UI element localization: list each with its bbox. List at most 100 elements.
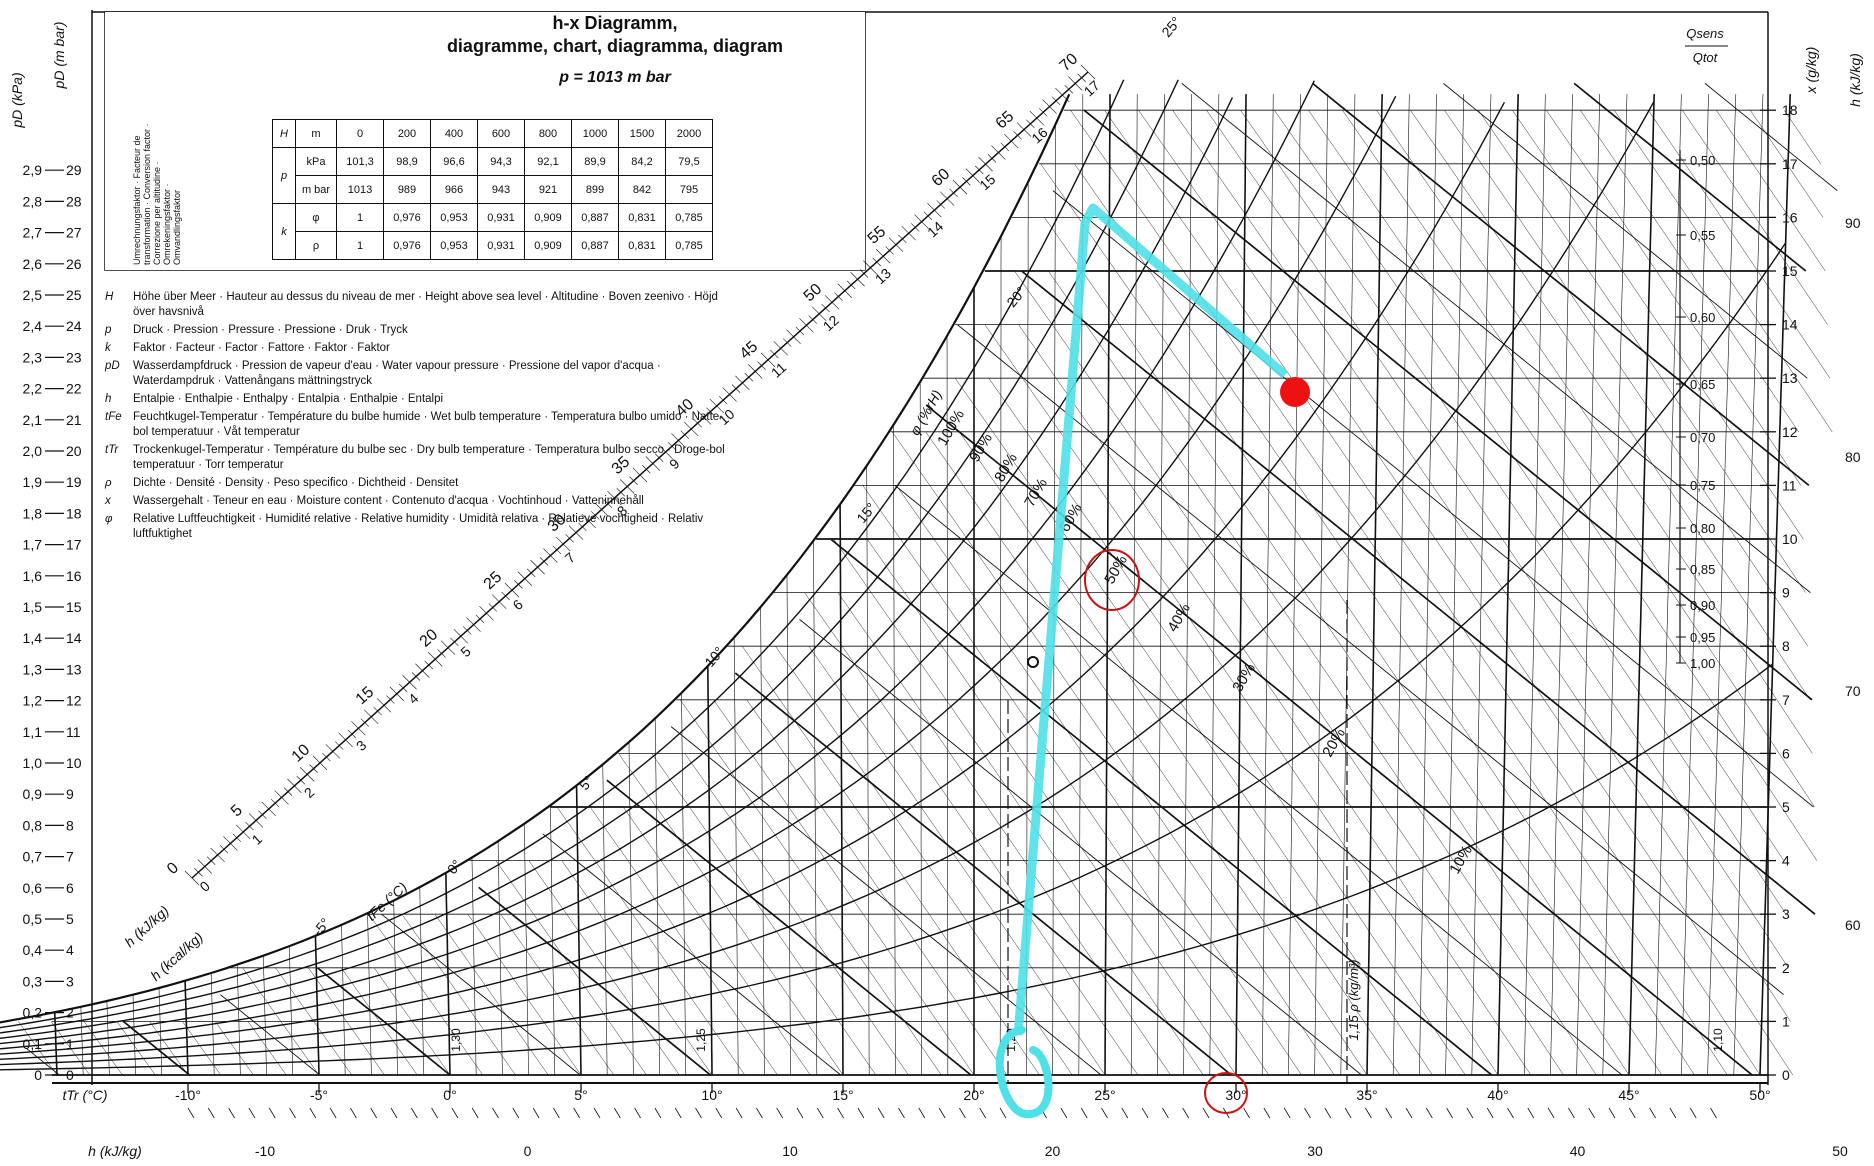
hatch-line bbox=[1410, 110, 1811, 700]
hatch-line bbox=[242, 967, 320, 1076]
h-scale-tick bbox=[565, 534, 574, 543]
h-bottom-tick bbox=[228, 1107, 235, 1119]
enthalpy-line bbox=[478, 886, 711, 1076]
h-bottom-tick bbox=[1405, 1107, 1413, 1119]
table-cell: 400 bbox=[430, 119, 478, 148]
h-bottom-tick bbox=[532, 1107, 540, 1119]
enthalpy-line bbox=[1052, 190, 1814, 808]
h-bottom-tick bbox=[837, 1107, 844, 1119]
h-scale-tick bbox=[232, 833, 242, 842]
conversion-factor-label: Umrechnungsfaktor · Facteur de transform… bbox=[132, 123, 182, 265]
table-cell: 0,785 bbox=[665, 203, 713, 232]
hatch-line bbox=[434, 914, 549, 1076]
h-scale-tick bbox=[834, 292, 843, 301]
isotherm bbox=[1288, 94, 1301, 1076]
h-scale-tick bbox=[590, 511, 600, 520]
h-bottom-tick bbox=[634, 1107, 641, 1119]
isotherm bbox=[1707, 94, 1737, 1076]
rh-tick-label: 20% bbox=[1319, 725, 1349, 760]
q-tick-label: 0,75 bbox=[1690, 478, 1715, 493]
h-bottom-tick bbox=[248, 1107, 256, 1119]
h-bottom-tick bbox=[1588, 1107, 1596, 1119]
h-kcal-tick-label: 5 bbox=[457, 643, 474, 660]
legend-symbol: φ bbox=[105, 513, 113, 525]
h-scale-tick bbox=[479, 605, 494, 621]
h-kcal-scale-title: h (kcal/kg) bbox=[147, 929, 206, 984]
enthalpy-line bbox=[670, 726, 1102, 1076]
h-scale-tick bbox=[949, 188, 958, 198]
h-scale-tick bbox=[296, 775, 306, 785]
h-scale-tick bbox=[760, 352, 776, 368]
isotherm bbox=[471, 857, 477, 1076]
h-scale-tick bbox=[607, 490, 622, 506]
mbar-tick-label: 19 bbox=[66, 474, 82, 490]
hatch-line bbox=[1240, 110, 1787, 915]
h-scale-tick bbox=[821, 303, 830, 313]
h-bottom-tick bbox=[756, 1107, 763, 1119]
kPa-tick-label: 1,0 bbox=[23, 755, 43, 771]
hatch-line bbox=[1074, 163, 1695, 1076]
h-scale-tick bbox=[875, 249, 891, 264]
h-scale-tick bbox=[811, 306, 827, 322]
hatch-line bbox=[1206, 110, 1789, 968]
kPa-tick-label: 2,2 bbox=[23, 381, 43, 397]
table-cell: 943 bbox=[477, 175, 525, 204]
h-scale-tick bbox=[991, 145, 1006, 160]
t-tick-label: 35° bbox=[1356, 1087, 1377, 1103]
reference-point-marker bbox=[1027, 656, 1039, 668]
h-bottom-tick bbox=[1344, 1107, 1352, 1119]
x-tick-label: 14 bbox=[1782, 317, 1798, 333]
table-cell: 0,909 bbox=[524, 231, 572, 260]
title-line-1: h-x Diagramm, bbox=[552, 13, 678, 33]
start-point-loop bbox=[995, 1026, 1053, 1119]
x-tick-label: 6 bbox=[1782, 745, 1790, 761]
pD-kPa-axis-title: pD (kPa) bbox=[9, 72, 25, 128]
x-tick-label: 7 bbox=[1782, 692, 1790, 708]
h-kJ-tick-label: 70 bbox=[1057, 50, 1082, 75]
h-scale-tick bbox=[360, 718, 370, 727]
rh-tick-label: 90% bbox=[966, 430, 996, 465]
hatch-line bbox=[866, 538, 1237, 1076]
mbar-tick-label: 10 bbox=[66, 755, 82, 771]
process-path-line bbox=[1013, 203, 1288, 1036]
h-bottom-tick bbox=[1141, 1107, 1149, 1119]
table-cell: 989 bbox=[383, 175, 431, 204]
mbar-tick-label: 9 bbox=[66, 786, 74, 802]
enthalpy-lines bbox=[25, 82, 1838, 1076]
table-unit: m bbox=[295, 119, 337, 148]
hatch-line bbox=[1682, 110, 1828, 325]
h-scale-tick bbox=[1042, 99, 1057, 114]
h-right-tick-label: 70 bbox=[1845, 683, 1861, 699]
table-cell: 795 bbox=[665, 175, 713, 204]
q-label-bottom: Qtot bbox=[1693, 50, 1719, 65]
h-bottom-tick bbox=[1486, 1107, 1494, 1119]
enthalpy-line bbox=[830, 538, 1493, 1076]
hatch-line bbox=[891, 431, 1335, 1076]
legend-symbol: H bbox=[105, 291, 114, 303]
h-scale-tick bbox=[952, 179, 968, 195]
table-cell: 0,887 bbox=[571, 231, 619, 260]
h-scale-tick bbox=[923, 211, 933, 221]
h-bottom-tick bbox=[654, 1107, 662, 1119]
table-cell: 842 bbox=[618, 175, 666, 204]
t-tick-label: 20° bbox=[963, 1087, 984, 1103]
legend-item: tTr Trockenkugel-Temperatur · Température… bbox=[105, 443, 725, 473]
hatch-line bbox=[467, 914, 582, 1076]
h-bottom-tick bbox=[1324, 1107, 1332, 1119]
kPa-tick-label: 2,0 bbox=[23, 443, 43, 459]
legend-symbol: ρ bbox=[105, 477, 112, 489]
h-scale-tick bbox=[235, 824, 251, 840]
table-cell: 0,831 bbox=[618, 203, 666, 232]
kPa-tick-label: 1,4 bbox=[23, 630, 43, 646]
h-bottom-tick bbox=[1283, 1107, 1291, 1119]
h-bottom-tick bbox=[350, 1107, 357, 1119]
h-scale-tick bbox=[1013, 131, 1022, 140]
kPa-tick-label: 1,5 bbox=[23, 599, 43, 615]
kPa-tick-label: 2,7 bbox=[23, 225, 43, 241]
h-scale-tick bbox=[962, 177, 971, 186]
q-tick-label: 0,65 bbox=[1690, 377, 1715, 392]
h-bottom-tick-label: 40 bbox=[1570, 1143, 1586, 1159]
h-scale-tick bbox=[939, 191, 955, 206]
h-bottom-tick bbox=[553, 1107, 560, 1119]
h-scale-tick bbox=[770, 349, 779, 359]
